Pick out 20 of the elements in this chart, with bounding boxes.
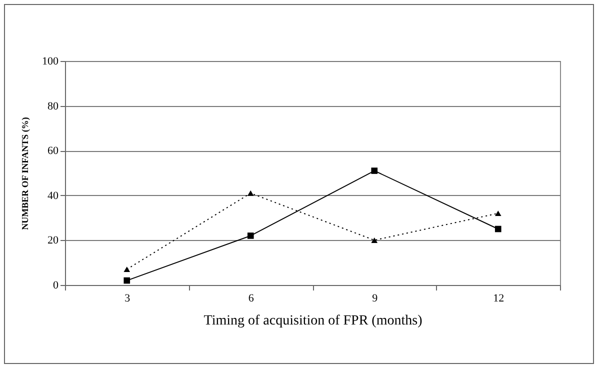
y-tick-label: 100 [42, 56, 59, 68]
y-tick-label: 60 [48, 145, 59, 158]
point [371, 237, 378, 243]
x-tick-label: 3 [124, 292, 131, 304]
point [247, 232, 254, 239]
point [494, 226, 502, 232]
point [124, 277, 130, 284]
y-tick-label: 80 [48, 100, 59, 112]
y-tick-label: 40 [48, 190, 59, 202]
x-axis-title: Timing of acquisition of FPR (months) [204, 314, 423, 328]
y-axis-title: NUMBER OF INFANTS (%) [20, 117, 30, 230]
x-tick-label: 12 [493, 292, 504, 304]
x-tick-label: 6 [248, 292, 254, 304]
point [494, 210, 502, 216]
point [247, 190, 254, 196]
y-tick-label: 20 [48, 234, 59, 247]
x-tick-label: 9 [372, 292, 378, 304]
point [371, 168, 378, 174]
point [124, 266, 130, 272]
y-tick-label: 0 [53, 280, 59, 292]
